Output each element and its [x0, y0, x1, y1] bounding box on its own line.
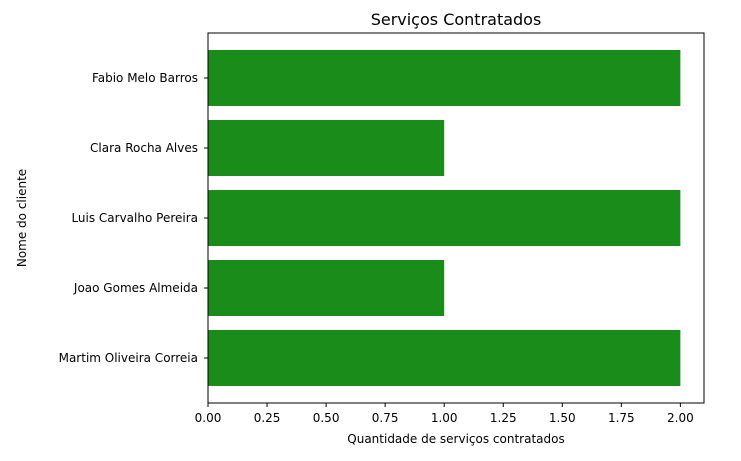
x-tick-label: 1.75: [608, 411, 635, 425]
x-tick-label: 0.50: [313, 411, 340, 425]
x-axis-label: Quantidade de serviços contratados: [347, 432, 564, 446]
bar: [208, 330, 681, 386]
y-tick-label: Martim Oliveira Correia: [59, 351, 198, 365]
chart-title: Serviços Contratados: [371, 10, 542, 29]
x-tick-label: 2.00: [667, 411, 694, 425]
x-tick-label: 1.50: [549, 411, 576, 425]
x-axis: 0.00 0.25 0.50 0.75 1.00 1.25 1.50 1.75 2.00: [195, 403, 694, 425]
bars-group: [208, 50, 681, 386]
bar: [208, 120, 445, 176]
x-tick-label: 0.25: [254, 411, 281, 425]
bar: [208, 190, 681, 246]
y-axis-label: Nome do cliente: [15, 169, 29, 267]
x-tick-label: 1.25: [490, 411, 517, 425]
y-tick-label: Luis Carvalho Pereira: [71, 211, 198, 225]
y-axis: Martim Oliveira Correia Joao Gomes Almeid…: [59, 71, 208, 365]
x-tick-label: 1.00: [431, 411, 458, 425]
y-tick-label: Fabio Melo Barros: [92, 71, 198, 85]
y-tick-label: Clara Rocha Alves: [90, 141, 198, 155]
x-tick-label: 0.00: [195, 411, 222, 425]
bar: [208, 260, 445, 316]
y-tick-label: Joao Gomes Almeida: [73, 281, 198, 295]
x-tick-label: 0.75: [372, 411, 399, 425]
bar: [208, 50, 681, 106]
